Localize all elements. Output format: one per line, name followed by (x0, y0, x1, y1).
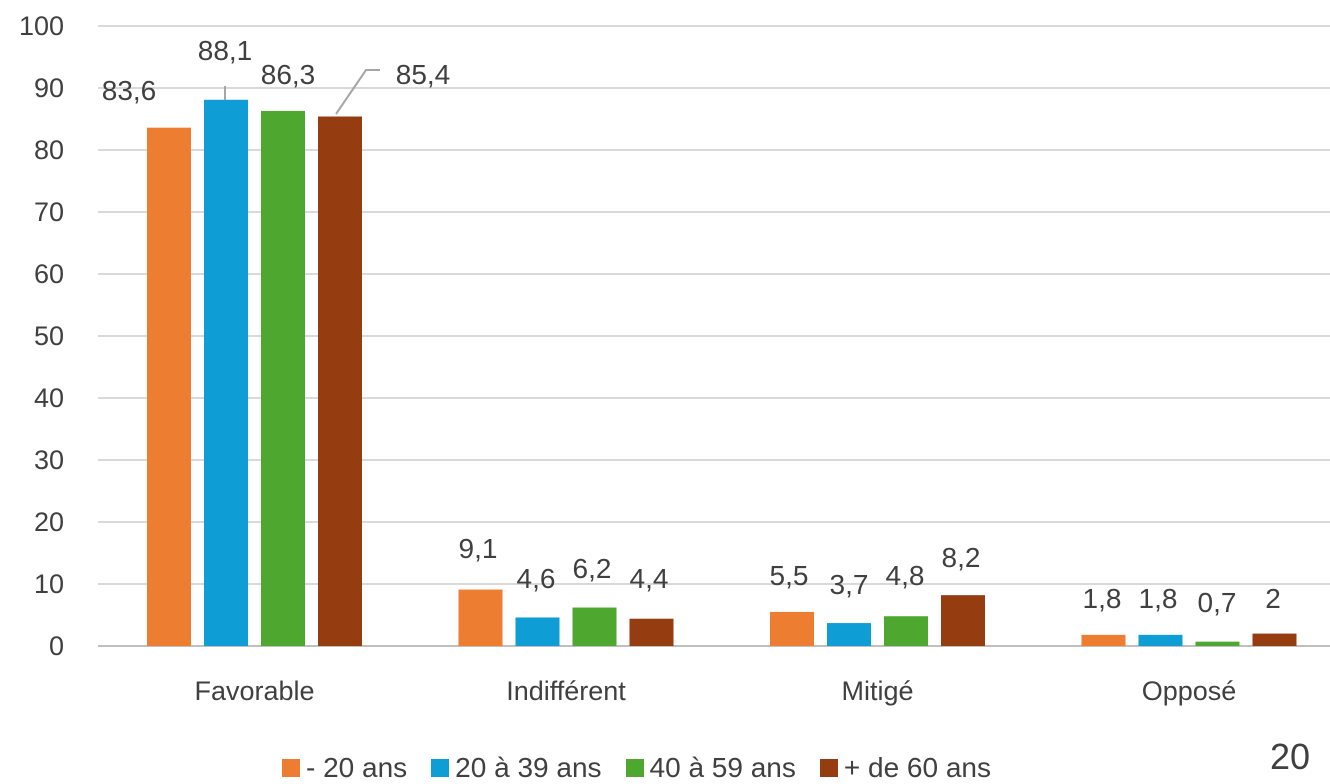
bar (1196, 642, 1240, 646)
bar (630, 619, 674, 646)
data-label: 88,1 (198, 35, 253, 66)
y-tick-label: 100 (19, 11, 64, 41)
bar (261, 111, 305, 646)
y-tick-label: 50 (34, 321, 64, 351)
y-tick-label: 10 (34, 569, 64, 599)
legend-swatch (626, 759, 644, 777)
bar (1139, 635, 1183, 646)
y-tick-label: 40 (34, 383, 64, 413)
data-label: 5,5 (770, 560, 809, 591)
y-tick-label: 90 (34, 73, 64, 103)
x-tick-label: Indifférent (506, 676, 626, 706)
legend-item: 20 à 39 ans (431, 752, 601, 784)
legend-item: - 20 ans (282, 752, 407, 784)
legend-label: - 20 ans (306, 752, 407, 784)
data-label: 2 (1265, 583, 1281, 614)
bar (1082, 635, 1126, 646)
bar (827, 623, 871, 646)
legend-item: 40 à 59 ans (626, 752, 796, 784)
legend-item: + de 60 ans (820, 752, 991, 784)
bar (147, 128, 191, 646)
data-label: 9,1 (459, 533, 498, 564)
bar (318, 117, 362, 646)
y-tick-label: 80 (34, 135, 64, 165)
legend-swatch (282, 759, 300, 777)
page-number: 20 (1270, 736, 1310, 778)
data-label: 6,2 (573, 553, 612, 584)
data-label: 4,8 (886, 560, 925, 591)
data-label: 8,2 (942, 542, 981, 573)
bar (884, 616, 928, 646)
data-label: 85,4 (396, 59, 451, 90)
bar (204, 100, 248, 646)
leader-line (336, 70, 380, 114)
y-tick-label: 60 (34, 259, 64, 289)
y-tick-label: 0 (49, 631, 64, 661)
data-label: 0,7 (1198, 587, 1237, 618)
bar (941, 595, 985, 646)
legend-label: + de 60 ans (844, 752, 991, 784)
x-tick-label: Favorable (194, 676, 314, 706)
legend-swatch (820, 759, 838, 777)
bar (459, 590, 503, 646)
data-label: 1,8 (1083, 583, 1122, 614)
data-label: 86,3 (261, 59, 316, 90)
data-label: 1,8 (1139, 583, 1178, 614)
bar (1253, 634, 1297, 646)
x-tick-label: Opposé (1142, 676, 1237, 706)
x-tick-label: Mitigé (841, 676, 913, 706)
y-tick-label: 30 (34, 445, 64, 475)
legend-label: 20 à 39 ans (455, 752, 601, 784)
bar (573, 608, 617, 646)
data-label: 4,4 (630, 563, 669, 594)
bar (516, 617, 560, 646)
y-tick-label: 70 (34, 197, 64, 227)
bar (770, 612, 814, 646)
data-label: 4,6 (517, 563, 556, 594)
data-label: 83,6 (102, 75, 157, 106)
y-tick-label: 20 (34, 507, 64, 537)
legend-label: 40 à 59 ans (650, 752, 796, 784)
data-label: 3,7 (830, 569, 869, 600)
legend: - 20 ans 20 à 39 ans 40 à 59 ans + de 60… (282, 752, 1015, 784)
legend-swatch (431, 759, 449, 777)
